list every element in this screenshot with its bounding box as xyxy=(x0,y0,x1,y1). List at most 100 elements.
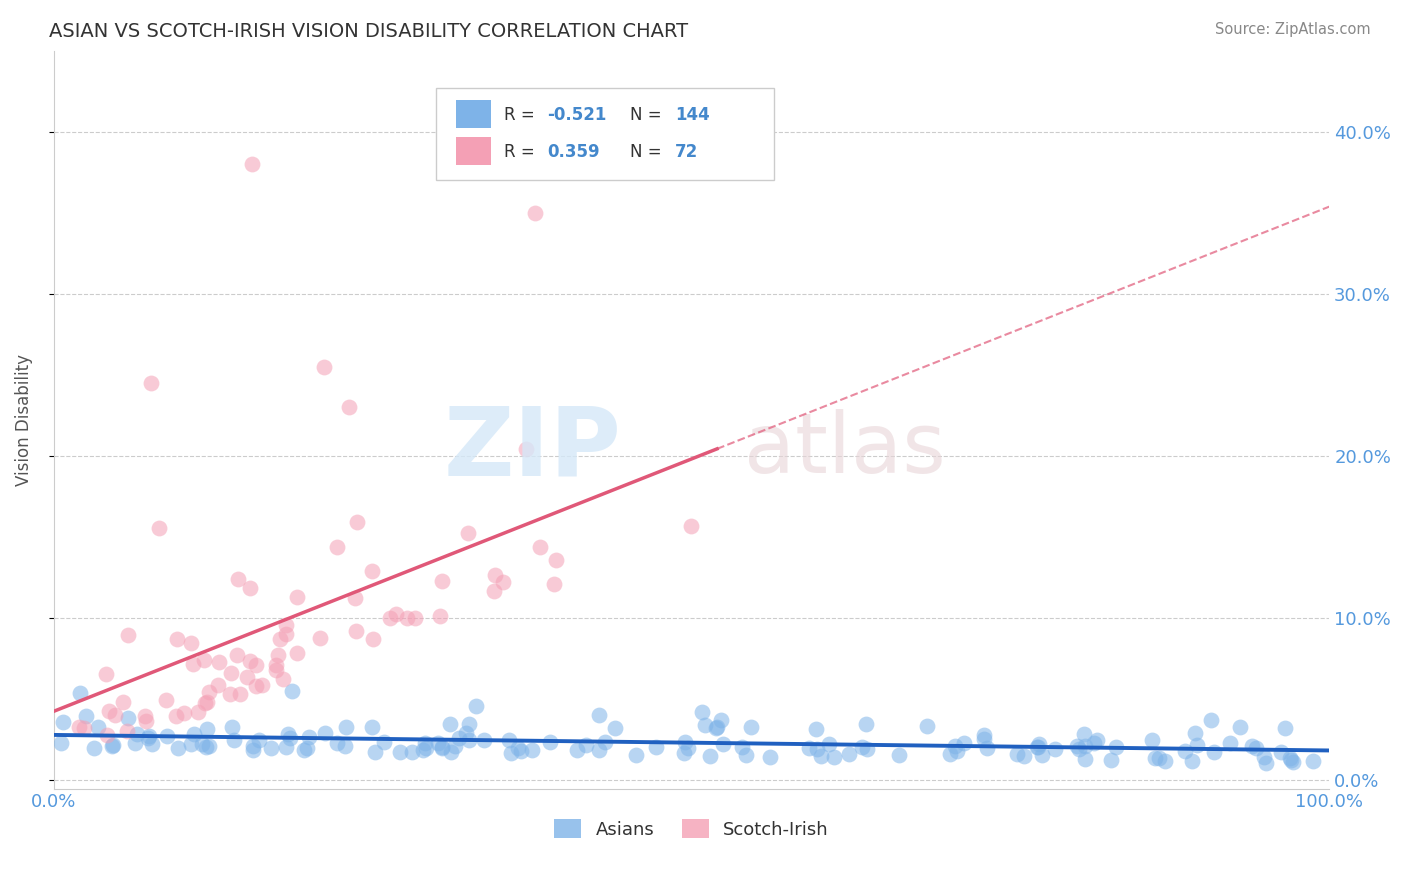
Point xyxy=(498,732,520,747)
Point xyxy=(1282,756,1305,770)
Point xyxy=(277,727,299,741)
Point xyxy=(520,742,543,756)
Point xyxy=(1026,739,1049,754)
Point xyxy=(326,541,349,555)
Point xyxy=(1099,753,1122,767)
Point xyxy=(1229,720,1251,734)
Text: N =: N = xyxy=(630,106,668,124)
Point xyxy=(198,685,221,699)
Point xyxy=(96,728,118,742)
Text: ZIP: ZIP xyxy=(443,402,621,496)
Point xyxy=(326,735,349,749)
Point xyxy=(464,699,486,714)
Point xyxy=(260,741,283,756)
Point xyxy=(443,739,465,753)
Point xyxy=(1279,753,1302,767)
Point xyxy=(52,714,75,729)
Point xyxy=(219,666,242,681)
Point xyxy=(945,739,967,753)
Point xyxy=(337,401,360,415)
Point xyxy=(492,574,515,589)
Point xyxy=(1031,747,1053,762)
Point xyxy=(135,714,157,729)
Point xyxy=(344,624,367,639)
Point xyxy=(457,525,479,540)
Point xyxy=(239,654,262,668)
Point xyxy=(1073,739,1095,753)
Point xyxy=(395,611,418,625)
Point xyxy=(238,581,260,595)
Point xyxy=(711,737,734,751)
Point xyxy=(249,733,271,747)
Point xyxy=(136,731,159,746)
Point xyxy=(364,745,387,759)
Point xyxy=(240,157,263,171)
Point xyxy=(806,741,828,756)
Point xyxy=(125,727,148,741)
Point xyxy=(439,717,461,731)
Point xyxy=(939,747,962,761)
Point xyxy=(401,746,423,760)
Point xyxy=(1279,751,1302,765)
Point xyxy=(180,636,202,650)
Point xyxy=(264,657,287,672)
Point xyxy=(245,679,267,693)
Point xyxy=(695,717,717,731)
Point xyxy=(207,678,229,692)
Point xyxy=(515,442,537,457)
Point xyxy=(297,730,319,744)
Point xyxy=(308,632,330,646)
Point xyxy=(429,608,451,623)
Point xyxy=(810,748,832,763)
Point xyxy=(226,648,249,662)
Point xyxy=(138,729,160,743)
Point xyxy=(692,705,714,719)
Point xyxy=(124,735,146,749)
Point xyxy=(245,658,267,673)
Point xyxy=(1174,744,1197,758)
Point xyxy=(346,515,368,529)
Point xyxy=(235,670,257,684)
Point xyxy=(1045,742,1067,756)
Point xyxy=(242,743,264,757)
Point xyxy=(1302,754,1324,768)
Point xyxy=(388,745,411,759)
Point xyxy=(281,684,304,698)
Point xyxy=(194,696,217,710)
Point xyxy=(1253,750,1275,764)
Point xyxy=(378,611,401,625)
Point xyxy=(112,695,135,709)
Point xyxy=(457,716,479,731)
Point xyxy=(544,553,567,567)
Point xyxy=(297,740,319,755)
Point xyxy=(278,731,301,745)
Y-axis label: Vision Disability: Vision Disability xyxy=(15,353,32,485)
Point xyxy=(973,728,995,742)
Point xyxy=(1085,732,1108,747)
Point xyxy=(274,740,297,755)
Bar xyxy=(456,137,491,165)
Point xyxy=(101,739,124,753)
Point xyxy=(973,732,995,747)
Point xyxy=(269,632,291,647)
Point xyxy=(104,707,127,722)
Point xyxy=(49,736,72,750)
Point xyxy=(440,745,463,759)
Point xyxy=(588,708,610,723)
Point xyxy=(1185,738,1208,752)
Text: Source: ZipAtlas.com: Source: ZipAtlas.com xyxy=(1215,22,1371,37)
Point xyxy=(706,720,728,734)
Point xyxy=(208,655,231,669)
Point xyxy=(1154,754,1177,768)
Point xyxy=(412,743,434,757)
Point xyxy=(314,726,336,740)
Legend: Asians, Scotch-Irish: Asians, Scotch-Irish xyxy=(547,812,837,846)
Point xyxy=(98,704,121,718)
Point xyxy=(856,742,879,756)
Point xyxy=(83,741,105,756)
Point xyxy=(758,749,780,764)
Point xyxy=(838,747,860,762)
Point xyxy=(543,577,565,591)
FancyBboxPatch shape xyxy=(436,87,775,180)
Point xyxy=(96,666,118,681)
